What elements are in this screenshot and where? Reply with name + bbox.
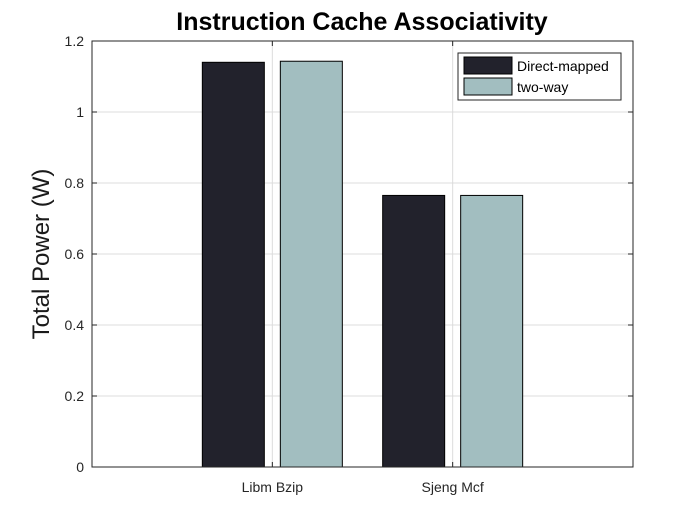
x-tick-label: Libm Bzip: [242, 479, 304, 495]
bar-two-way: [279, 60, 343, 468]
y-axis-label: Total Power (W): [28, 169, 55, 340]
y-tick-label: 1.2: [65, 33, 85, 49]
y-tick-label: 0: [76, 459, 84, 475]
legend: Direct-mapped two-way: [457, 52, 622, 101]
bars: [201, 60, 524, 468]
x-tick-label: Sjeng Mcf: [422, 479, 484, 495]
bar-direct-mapped: [382, 194, 446, 468]
axis-ticks: 0 0.2 0.4 0.6 0.8 1 1.2 Libm Bzip Sjeng Mcf: [65, 33, 633, 495]
y-tick-label: 0.6: [65, 246, 85, 262]
legend-label-direct-mapped: Direct-mapped: [517, 58, 609, 74]
bar-direct-mapped: [201, 61, 265, 468]
bar-two-way: [460, 194, 524, 468]
chart-title: Instruction Cache Associativity: [176, 8, 547, 36]
legend-swatch-two-way: [463, 77, 513, 96]
y-tick-label: 0.2: [65, 388, 85, 404]
legend-label-two-way: two-way: [517, 79, 568, 95]
legend-swatch-direct-mapped: [463, 56, 513, 75]
y-tick-label: 1: [76, 104, 84, 120]
plot-area: 0 0.2 0.4 0.6 0.8 1 1.2 Libm Bzip Sjeng Mcf: [65, 33, 634, 495]
y-tick-label: 0.4: [65, 317, 85, 333]
y-tick-label: 0.8: [65, 175, 85, 191]
